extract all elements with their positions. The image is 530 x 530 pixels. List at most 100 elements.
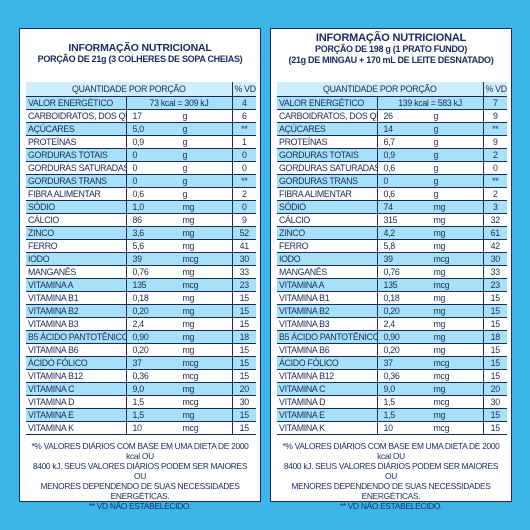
amount-unit: mg (182, 227, 195, 238)
nutrient-amount: 6,7 g (376, 135, 484, 148)
nutrient-vd: 15 (231, 356, 257, 369)
amount-unit: mg (182, 266, 195, 277)
amount-number: 39 (383, 253, 393, 264)
footnote-line: 8400 kJ. SEUS VALORES DIÁRIOS PODEM SER … (283, 460, 499, 481)
amount-unit: mcg (433, 253, 450, 264)
nutrient-vd: 3 (482, 200, 508, 213)
amount-unit: mcg (182, 422, 199, 433)
nutrient-amount: 39 mcg (376, 252, 484, 265)
amount-number: 0,18 (132, 292, 149, 303)
nutrient-name: ÁCIDO FÓLICO (277, 356, 377, 369)
amount-number: 0,20 (132, 305, 149, 316)
footnote-line: *% VALORES DIÁRIOS COM BASE EM UMA DIETA… (31, 440, 249, 461)
nutrient-amount: 1,5 mg (376, 408, 484, 421)
amount-number: 10 (132, 422, 142, 433)
nutrient-name: CARBOIDRATOS, DOS QUAIS: (277, 109, 377, 122)
nutrient-amount: 0,36 mcg (125, 369, 233, 382)
nutrient-row: PROTEÍNAS 6,7 g 9 (277, 135, 508, 148)
amount-number: 0,20 (132, 344, 149, 355)
nutrient-row: VITAMINA E 1,5 mg 15 (277, 408, 508, 421)
nutrient-vd: ** (231, 174, 257, 187)
nutrient-amount: 135 mcg (125, 278, 233, 291)
amount-unit: mg (182, 318, 195, 329)
nutrient-name: VITAMINA A (277, 278, 377, 291)
footnote-line: MENORES DEPENDENDO DE SUAS NECESSIDADES … (40, 480, 240, 501)
nutrient-row: VITAMINA A 135 mcg 23 (26, 278, 257, 291)
nutrient-row: MANGANÊS 0,76 mg 33 (277, 265, 508, 278)
amount-unit: mg (182, 305, 195, 316)
nutrient-row: GORDURAS SATURADAS 0 g 0 (26, 161, 257, 174)
amount-number: 0,6 (383, 188, 396, 199)
nutrient-name: SÓDIO (26, 200, 126, 213)
amount-unit: g (182, 123, 188, 134)
nutrient-name: VITAMINA C (26, 382, 126, 395)
nutrient-amount: 2,4 mg (125, 317, 233, 330)
nutrient-amount: 17 g (125, 109, 233, 122)
amount-number: 9,0 (132, 383, 145, 394)
nutrient-name: VITAMINA B6 (26, 343, 126, 356)
nutrient-name: GORDURAS TOTAIS (26, 148, 126, 161)
nutrient-name: VITAMINA B2 (277, 304, 377, 317)
amount-unit: mg (182, 292, 195, 303)
nutrient-vd: ** (482, 122, 508, 135)
amount-unit: g (182, 110, 188, 121)
nutrient-vd: 20 (482, 382, 508, 395)
nutrition-panel-per-198g: INFORMAÇÃO NUTRICIONAL PORÇÃO DE 198 g (… (270, 28, 512, 511)
nutrient-name: VITAMINA D (26, 395, 126, 408)
nutrient-name: VITAMINA B2 (26, 304, 126, 317)
nutrient-vd: 32 (482, 213, 508, 226)
nutrient-vd: 1 (231, 135, 257, 148)
amount-number: 4,2 (383, 227, 396, 238)
nutrient-row: AÇÚCARES 14 g ** (277, 122, 508, 135)
amount-number: 0,90 (132, 331, 149, 342)
amount-number: 5,0 (132, 123, 145, 134)
nutrient-amount: 5,6 mg (125, 239, 233, 252)
nutrient-amount: 37 mcg (125, 356, 233, 369)
nutrient-name: FIBRA ALIMENTAR (26, 187, 126, 200)
nutrient-row: FIBRA ALIMENTAR 0,6 g 2 (277, 187, 508, 200)
nutrient-row: IODO 39 mcg 30 (26, 252, 257, 265)
nutrient-name: MANGANÊS (26, 265, 126, 278)
nutrient-row: VITAMINA C 9,0 mg 20 (26, 382, 257, 395)
nutrient-row: VITAMINA B12 0,36 mcg 15 (277, 369, 508, 382)
nutrient-vd: 30 (231, 252, 257, 265)
amount-number: 26 (383, 110, 393, 121)
amount-unit: mg (433, 344, 446, 355)
amount-unit: mcg (433, 396, 450, 407)
amount-number: 0 (132, 162, 138, 173)
nutrient-vd: 42 (482, 239, 508, 252)
amount-unit: mg (182, 201, 195, 212)
amount-number: 135 (132, 279, 147, 290)
nutrient-vd: 15 (482, 304, 508, 317)
amount-unit: g (433, 149, 439, 160)
amount-number: 0 (383, 175, 389, 186)
nutrient-name: GORDURAS TRANS (26, 174, 126, 187)
nutrient-vd: 15 (482, 421, 508, 434)
amount-unit: mcg (433, 357, 450, 368)
nutrient-name: VITAMINA C (277, 382, 377, 395)
nutrient-vd: 30 (482, 252, 508, 265)
amount-number: 0,20 (383, 344, 400, 355)
panel-header: INFORMAÇÃO NUTRICIONAL PORÇÃO DE 198 g (… (271, 29, 511, 82)
nutrient-name: ÁCIDO FÓLICO (26, 356, 126, 369)
nutrient-vd: 52 (231, 226, 257, 239)
amount-number: 0,76 (132, 266, 149, 277)
amount-number: 2,4 (132, 318, 145, 329)
nutrient-vd: 61 (482, 226, 508, 239)
nutrient-row: CÁLCIO 315 mg 32 (277, 213, 508, 226)
nutrient-name: GORDURAS TRANS (277, 174, 377, 187)
nutrient-amount: 5,8 mg (376, 239, 484, 252)
nutrient-row: FIBRA ALIMENTAR 0,6 g 2 (26, 187, 257, 200)
nutrient-amount: 0,20 mg (376, 304, 484, 317)
panel-serving: PORÇÃO DE 198 g (1 PRATO FUNDO) (315, 44, 467, 54)
amount-number: 14 (383, 123, 393, 134)
nutrient-vd: 15 (231, 369, 257, 382)
quantity-header: QUANTIDADE POR PORÇÃO (26, 82, 233, 96)
nutrient-amount: 86 mg (125, 213, 233, 226)
nutrient-vd: 0 (231, 148, 257, 161)
nutrient-row: ZINCO 4,2 mg 61 (277, 226, 508, 239)
nutrient-vd: 6 (231, 109, 257, 122)
nutrient-amount: 10 mcg (376, 421, 484, 434)
